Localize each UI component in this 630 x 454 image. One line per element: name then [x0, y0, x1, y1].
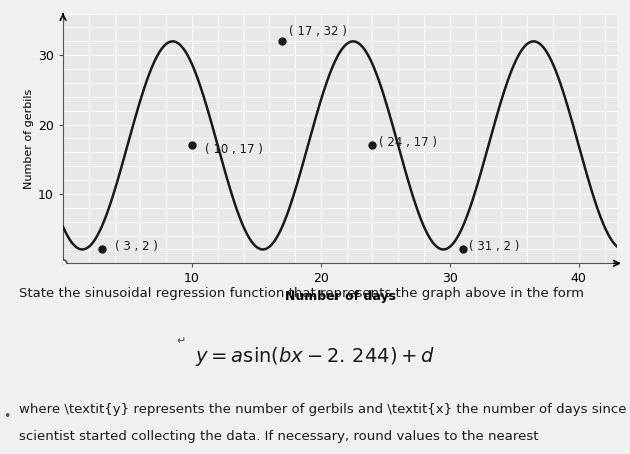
Text: •: • — [3, 410, 11, 424]
X-axis label: Number of days: Number of days — [285, 290, 396, 302]
Y-axis label: Number of gerbils: Number of gerbils — [24, 89, 34, 188]
Text: where \textit{y} represents the number of gerbils and \textit{x} the number of d: where \textit{y} represents the number o… — [19, 403, 630, 416]
Text: ( 17 , 32 ): ( 17 , 32 ) — [289, 25, 347, 38]
Text: $y = a\sin(bx - 2.\,244) + d$: $y = a\sin(bx - 2.\,244) + d$ — [195, 345, 435, 368]
Text: scientist started collecting the data. If necessary, round values to the nearest: scientist started collecting the data. I… — [19, 430, 539, 444]
Text: ( 24 , 17 ): ( 24 , 17 ) — [379, 136, 437, 149]
Text: State the sinusoidal regression function that represents the graph above in the : State the sinusoidal regression function… — [19, 287, 584, 300]
Text: ( 31 , 2 ): ( 31 , 2 ) — [469, 240, 520, 253]
Text: ↵: ↵ — [176, 336, 186, 346]
Text: ( 3 , 2 ): ( 3 , 2 ) — [115, 240, 158, 253]
Text: ( 10 , 17 ): ( 10 , 17 ) — [205, 143, 263, 156]
